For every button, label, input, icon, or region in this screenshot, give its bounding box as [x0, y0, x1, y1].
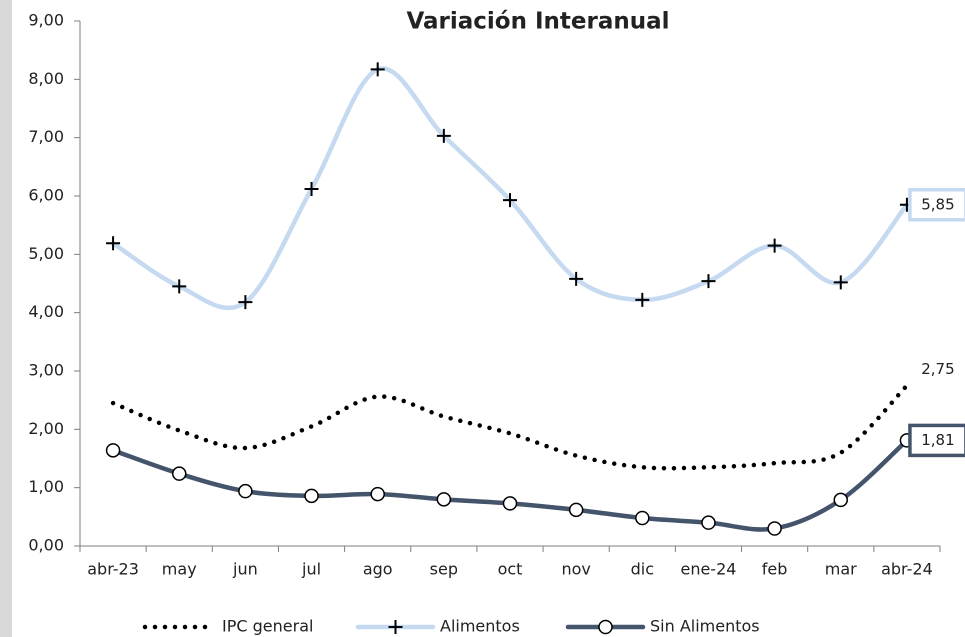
point: [105, 443, 121, 458]
point: [304, 182, 319, 196]
series-line: [110, 66, 910, 311]
point: [569, 271, 584, 286]
legend-label: Sin Alimentos: [650, 617, 760, 636]
y-tick-label: 7,00: [28, 127, 64, 146]
y-tick-label: 2,00: [28, 419, 64, 438]
x-tick-label: nov: [561, 560, 590, 579]
x-tick-label: ago: [363, 560, 393, 579]
x-tick-label: jul: [301, 560, 321, 579]
left-edge: [0, 0, 12, 637]
point: [701, 274, 716, 289]
value-label-box: [908, 423, 965, 458]
point: [172, 279, 187, 294]
value-label: 2,75: [921, 360, 954, 378]
point: [833, 275, 848, 290]
series-line: [110, 383, 910, 471]
legend-label: IPC general: [222, 617, 313, 636]
x-tick-label: dic: [631, 560, 654, 579]
point: [238, 295, 253, 310]
point: [388, 620, 403, 634]
legend-item: IPC general: [142, 617, 313, 636]
legend-label: Alimentos: [440, 617, 520, 636]
point: [436, 128, 451, 143]
y-tick-label: 8,00: [28, 69, 64, 88]
point: [502, 496, 518, 511]
value-label: 1,81: [921, 431, 954, 449]
x-tick-label: jun: [232, 560, 258, 579]
point: [238, 483, 253, 499]
point: [171, 466, 187, 481]
point: [833, 492, 849, 508]
point: [767, 238, 782, 253]
x-tick-label: sep: [430, 560, 458, 579]
y-tick-label: 4,00: [28, 302, 64, 321]
y-tick-label: 5,00: [28, 244, 64, 263]
point: [106, 236, 121, 251]
point: [370, 486, 385, 502]
chart-title: Variación Interanual: [406, 9, 669, 35]
x-tick-label: oct: [498, 560, 523, 579]
point: [598, 619, 613, 635]
y-tick-label: 0,00: [28, 536, 64, 555]
legend-item: Alimentos: [355, 617, 520, 636]
x-tick-label: ene-24: [680, 560, 736, 579]
point: [767, 521, 782, 536]
series-line: [110, 438, 910, 532]
point: [503, 193, 517, 208]
point: [701, 515, 716, 530]
y-tick-label: 9,00: [28, 11, 64, 30]
point: [370, 62, 385, 77]
point: [304, 488, 319, 504]
point: [436, 492, 452, 507]
x-tick-label: mar: [825, 560, 857, 579]
y-tick-label: 6,00: [28, 186, 64, 205]
y-tick-label: 1,00: [28, 477, 64, 496]
y-tick-label: 3,00: [28, 361, 64, 380]
point: [568, 502, 584, 518]
x-tick-label: abr-24: [881, 560, 933, 579]
legend-item: Sin Alimentos: [565, 617, 760, 636]
point: [635, 292, 650, 307]
x-tick-label: may: [162, 560, 197, 579]
value-label-box: [908, 188, 965, 222]
point: [635, 510, 650, 526]
x-tick-label: abr-23: [87, 560, 139, 579]
x-tick-label: feb: [762, 560, 788, 579]
value-label: 5,85: [921, 195, 954, 213]
